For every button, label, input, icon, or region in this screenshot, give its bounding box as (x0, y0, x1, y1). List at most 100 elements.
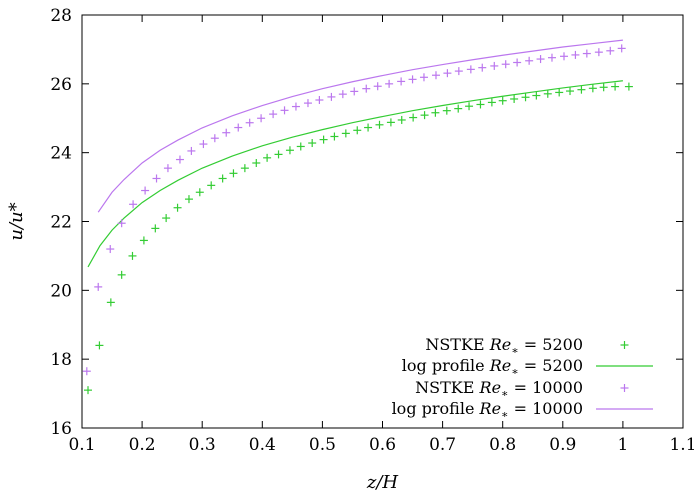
y-tick-label: 20 (50, 281, 72, 301)
data-point (151, 224, 160, 233)
data-point (303, 99, 312, 108)
x-tick-label: 0.6 (369, 435, 396, 455)
data-point (129, 200, 138, 209)
data-point (139, 236, 148, 245)
data-point (555, 88, 564, 97)
data-point (454, 67, 463, 76)
data-point (532, 91, 541, 100)
data-point (577, 85, 586, 94)
data-point (210, 134, 219, 143)
series-2 (87, 80, 623, 268)
data-point (184, 195, 193, 204)
data-point (611, 82, 620, 91)
data-point (419, 73, 428, 82)
plot-frame (81, 14, 684, 429)
series-line (87, 80, 623, 268)
x-tick-label: 0.8 (489, 435, 516, 455)
data-point (229, 169, 238, 178)
y-axis-label: u/u* (6, 202, 27, 240)
x-tick-label: 0.2 (129, 435, 156, 455)
data-point (373, 82, 382, 91)
data-point (362, 84, 371, 93)
data-point (582, 49, 591, 58)
data-point (386, 118, 395, 127)
y-tick-label: 22 (50, 213, 72, 233)
data-point (443, 69, 452, 78)
data-point (454, 104, 463, 113)
data-point (513, 58, 522, 67)
x-axis-label: z/H (366, 472, 399, 493)
data-point (199, 140, 208, 149)
data-point (162, 214, 171, 223)
legend-label: NSTKE Re∗ = 10000 (415, 378, 583, 400)
series-1 (84, 82, 633, 395)
x-tick-label: 0.4 (249, 435, 276, 455)
data-point (341, 129, 350, 138)
data-point (117, 270, 126, 279)
data-point (431, 71, 440, 80)
data-point (296, 142, 305, 151)
data-point (606, 46, 615, 55)
legend-label: log profile Re∗ = 10000 (392, 399, 583, 421)
data-point (327, 92, 336, 101)
data-point (222, 128, 231, 137)
y-tick-label: 18 (50, 350, 72, 370)
data-point (82, 367, 91, 376)
data-point (397, 115, 406, 124)
data-point (510, 94, 519, 103)
data-point (599, 83, 608, 92)
data-point (409, 113, 418, 122)
data-point (420, 111, 429, 120)
data-point (547, 53, 556, 62)
data-point (252, 158, 261, 167)
data-point (280, 106, 289, 115)
data-point (263, 153, 272, 162)
data-point (187, 146, 196, 155)
data-point (498, 96, 507, 105)
plot-border (81, 14, 684, 429)
data-point (385, 79, 394, 88)
data-point (106, 245, 115, 254)
data-point (218, 174, 227, 183)
y-tick-label: 26 (50, 75, 72, 95)
series-layer (82, 39, 633, 395)
data-point (617, 44, 626, 53)
data-point (375, 120, 384, 129)
x-tick-label: 0.1 (68, 435, 95, 455)
data-point (173, 203, 182, 212)
data-point (175, 155, 184, 164)
data-point (624, 82, 633, 91)
data-point (128, 251, 137, 260)
legend-label: log profile Re∗ = 5200 (402, 356, 583, 378)
data-point (543, 89, 552, 98)
legend-label: NSTKE Re∗ = 5200 (425, 335, 583, 357)
x-tick-label: 0.7 (429, 435, 456, 455)
series-3 (82, 44, 626, 376)
data-point (397, 77, 406, 86)
data-point (525, 56, 534, 65)
x-tick-label: 0.9 (549, 435, 576, 455)
data-point (240, 164, 249, 173)
data-point (353, 126, 362, 135)
data-point (319, 135, 328, 144)
data-point (501, 60, 510, 69)
y-tick-label: 16 (50, 419, 72, 439)
data-point (571, 50, 580, 59)
data-point (308, 139, 317, 148)
data-point (560, 52, 569, 61)
data-point (195, 188, 204, 197)
data-point (245, 118, 254, 127)
data-point (594, 48, 603, 57)
tick-labels: 0.1 0.2 0.3 0.4 0.5 0.6 0.7 0.8 0.9 1 1.1 16 18 20 22 2… (50, 6, 694, 455)
data-point (117, 219, 126, 228)
data-point (315, 96, 324, 105)
data-point (476, 100, 485, 109)
data-point (521, 93, 530, 102)
data-point (269, 110, 278, 119)
x-tick-label: 1.1 (669, 435, 694, 455)
data-point (141, 186, 150, 195)
x-tick-label: 0.3 (189, 435, 216, 455)
data-point (408, 75, 417, 84)
data-point (207, 181, 216, 190)
data-point (566, 87, 575, 96)
